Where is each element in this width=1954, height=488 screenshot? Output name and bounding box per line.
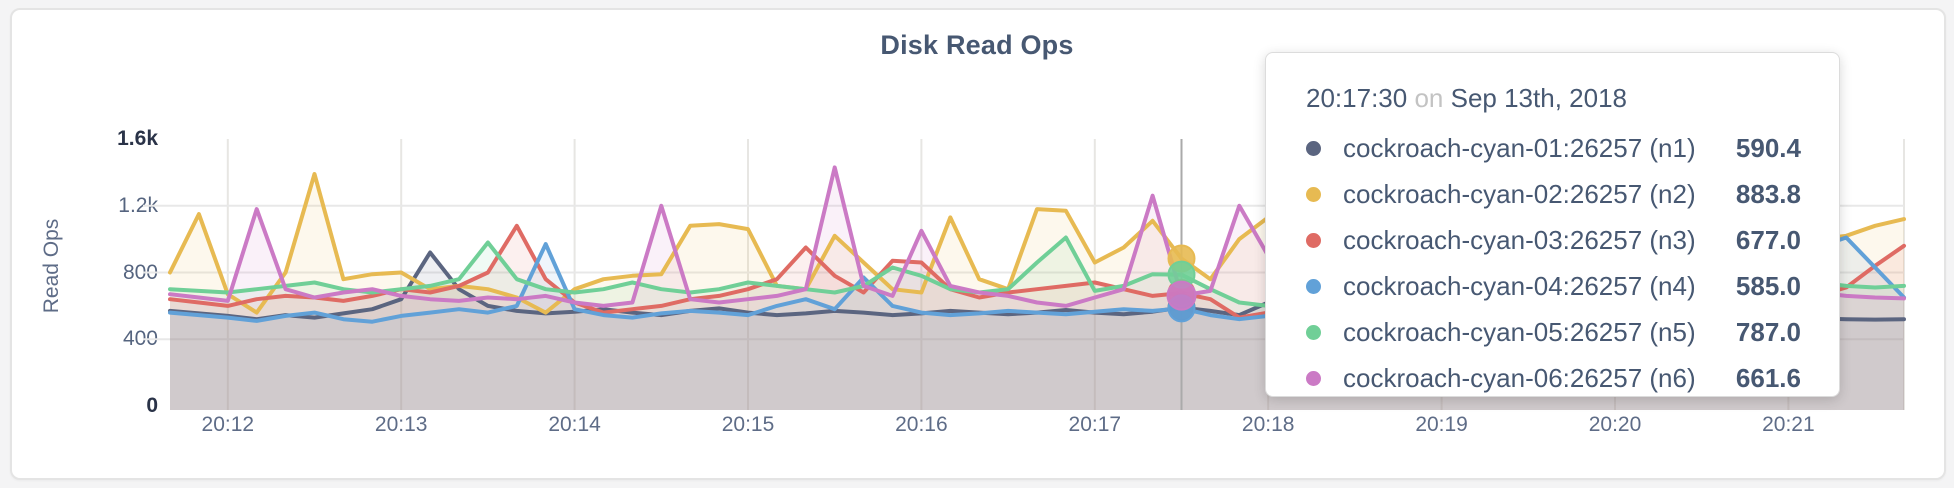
series-name: cockroach-cyan-03:26257 (n3) [1343, 224, 1696, 255]
y-tick-label: 1.2k [118, 193, 158, 217]
series-value: 787.0 [1735, 316, 1801, 347]
tooltip-series-row: cockroach-cyan-06:26257 (n6) 661.6 [1306, 355, 1801, 401]
x-tick-label: 20:18 [1241, 413, 1295, 436]
series-value: 585.0 [1735, 270, 1801, 301]
x-tick-label: 20:21 [1762, 413, 1815, 436]
tooltip-series-row: cockroach-cyan-02:26257 (n2) 883.8 [1306, 171, 1801, 217]
tooltip-timestamp: 20:17:30 on Sep 13th, 2018 [1306, 81, 1801, 115]
tooltip-preposition: on [1414, 83, 1444, 113]
x-tick-label: 20:15 [721, 413, 775, 436]
x-tick-label: 20:16 [895, 413, 948, 436]
series-color-dot [1306, 324, 1321, 340]
series-value: 661.6 [1735, 362, 1801, 393]
tooltip-series-row: cockroach-cyan-04:26257 (n4) 585.0 [1306, 263, 1801, 309]
tooltip-time: 20:17:30 [1306, 83, 1408, 113]
tooltip-series-row: cockroach-cyan-03:26257 (n3) 677.0 [1306, 217, 1801, 263]
tooltip-series-row: cockroach-cyan-01:26257 (n1) 590.4 [1306, 125, 1801, 171]
series-color-dot [1306, 140, 1321, 156]
x-tick-label: 20:13 [374, 413, 428, 436]
x-tick-label: 20:17 [1068, 413, 1122, 436]
y-tick-label: 1.6k [117, 127, 158, 150]
series-name: cockroach-cyan-01:26257 (n1) [1343, 132, 1696, 163]
series-color-dot [1306, 278, 1321, 294]
tooltip-series-row: cockroach-cyan-05:26257 (n5) 787.0 [1306, 309, 1801, 355]
series-color-dot [1306, 186, 1321, 202]
tooltip-date: Sep 13th, 2018 [1450, 83, 1627, 113]
series-value: 590.4 [1735, 132, 1801, 163]
series-value: 883.8 [1735, 178, 1801, 209]
chart-title: Disk Read Ops [880, 30, 1074, 60]
x-tick-label: 20:20 [1588, 413, 1642, 436]
x-tick-label: 20:12 [201, 413, 255, 436]
y-tick-label: 0 [146, 394, 158, 417]
y-tick-label: 800 [122, 260, 158, 284]
x-tick-label: 20:19 [1415, 413, 1468, 436]
series-color-dot [1306, 370, 1321, 386]
series-name: cockroach-cyan-06:26257 (n6) [1343, 362, 1696, 393]
hover-tooltip: 20:17:30 on Sep 13th, 2018 cockroach-cya… [1265, 52, 1840, 397]
series-color-dot [1306, 232, 1321, 248]
series-name: cockroach-cyan-02:26257 (n2) [1343, 178, 1696, 209]
series-name: cockroach-cyan-04:26257 (n4) [1343, 270, 1696, 301]
y-tick-label: 400 [122, 327, 158, 351]
x-tick-label: 20:14 [548, 413, 601, 436]
series-name: cockroach-cyan-05:26257 (n5) [1343, 316, 1696, 347]
series-value: 677.0 [1735, 224, 1801, 255]
